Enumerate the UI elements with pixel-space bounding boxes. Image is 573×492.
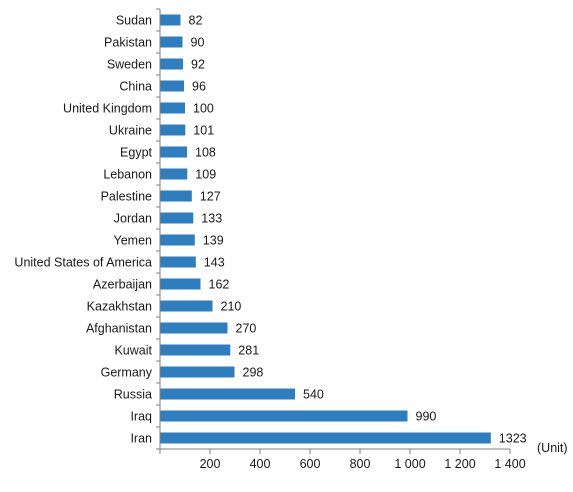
bar <box>160 190 192 202</box>
category-label: Russia <box>114 388 152 402</box>
category-label: Azerbaijan <box>93 278 152 292</box>
data-label: 127 <box>200 190 221 204</box>
data-label: 101 <box>193 124 214 138</box>
category-label: Sudan <box>116 14 152 28</box>
bar <box>160 146 187 158</box>
data-label: 139 <box>203 234 224 248</box>
data-label: 96 <box>192 80 206 94</box>
data-label: 90 <box>191 36 205 50</box>
bar <box>160 344 231 356</box>
data-label: 108 <box>195 146 216 160</box>
category-labels: Sudan Pakistan Sweden China United Kingdom Uk… <box>14 14 152 446</box>
category-label: Jordan <box>114 212 152 226</box>
bar <box>160 388 295 400</box>
data-label: 990 <box>416 410 437 424</box>
data-label: 143 <box>204 256 225 270</box>
bar <box>160 80 184 92</box>
data-label: 1323 <box>499 432 527 446</box>
bar <box>160 234 195 246</box>
bar <box>160 278 201 290</box>
data-label: 100 <box>193 102 214 116</box>
data-label: 162 <box>209 278 230 292</box>
bars-group <box>160 14 491 444</box>
x-tick-label: 600 <box>300 457 321 471</box>
data-label: 540 <box>303 388 324 402</box>
bar <box>160 102 185 114</box>
bar <box>160 124 186 136</box>
category-label: Germany <box>101 366 153 380</box>
category-label: Ukraine <box>109 124 152 138</box>
data-label: 92 <box>191 58 205 72</box>
x-tick-label: 1 000 <box>394 457 425 471</box>
category-label: Pakistan <box>104 36 152 50</box>
data-label: 82 <box>189 14 203 28</box>
unit-label: (Unit) <box>537 441 568 455</box>
data-label: 270 <box>236 322 257 336</box>
category-label: Kuwait <box>114 344 152 358</box>
data-label: 210 <box>221 300 242 314</box>
data-label: 298 <box>243 366 264 380</box>
category-label: Sweden <box>107 58 152 72</box>
category-label: United States of America <box>14 256 152 270</box>
category-label: Egypt <box>120 146 152 160</box>
bar <box>160 300 213 312</box>
axes-group: 200 400 600 800 1 000 1 200 1 400 <box>156 8 526 471</box>
x-tick-label: 1 200 <box>444 457 475 471</box>
x-tick-label: 1 400 <box>494 457 525 471</box>
data-label: 109 <box>195 168 216 182</box>
bar <box>160 212 194 224</box>
x-tick-label: 200 <box>200 457 221 471</box>
data-label: 133 <box>201 212 222 226</box>
data-labels: 82 90 92 96 100 101 108 109 127 133 139 143 162 210 27… <box>189 14 527 446</box>
x-tick-label: 400 <box>250 457 271 471</box>
bar <box>160 36 183 48</box>
bar <box>160 58 183 70</box>
data-label: 281 <box>238 344 259 358</box>
category-label: Afghanistan <box>86 322 152 336</box>
bar <box>160 322 228 334</box>
category-label: Lebanon <box>103 168 152 182</box>
bar <box>160 432 491 444</box>
bar <box>160 14 181 26</box>
bar <box>160 256 196 268</box>
category-label: Kazakhstan <box>87 300 152 314</box>
category-label: United Kingdom <box>63 102 152 116</box>
category-label: Yemen <box>114 234 153 248</box>
category-label: China <box>119 80 152 94</box>
bar <box>160 168 188 180</box>
category-label: Iraq <box>130 410 152 424</box>
bar <box>160 366 235 378</box>
bar <box>160 410 408 422</box>
x-tick-label: 800 <box>350 457 371 471</box>
category-label: Palestine <box>101 190 152 204</box>
category-label: Iran <box>130 432 152 446</box>
